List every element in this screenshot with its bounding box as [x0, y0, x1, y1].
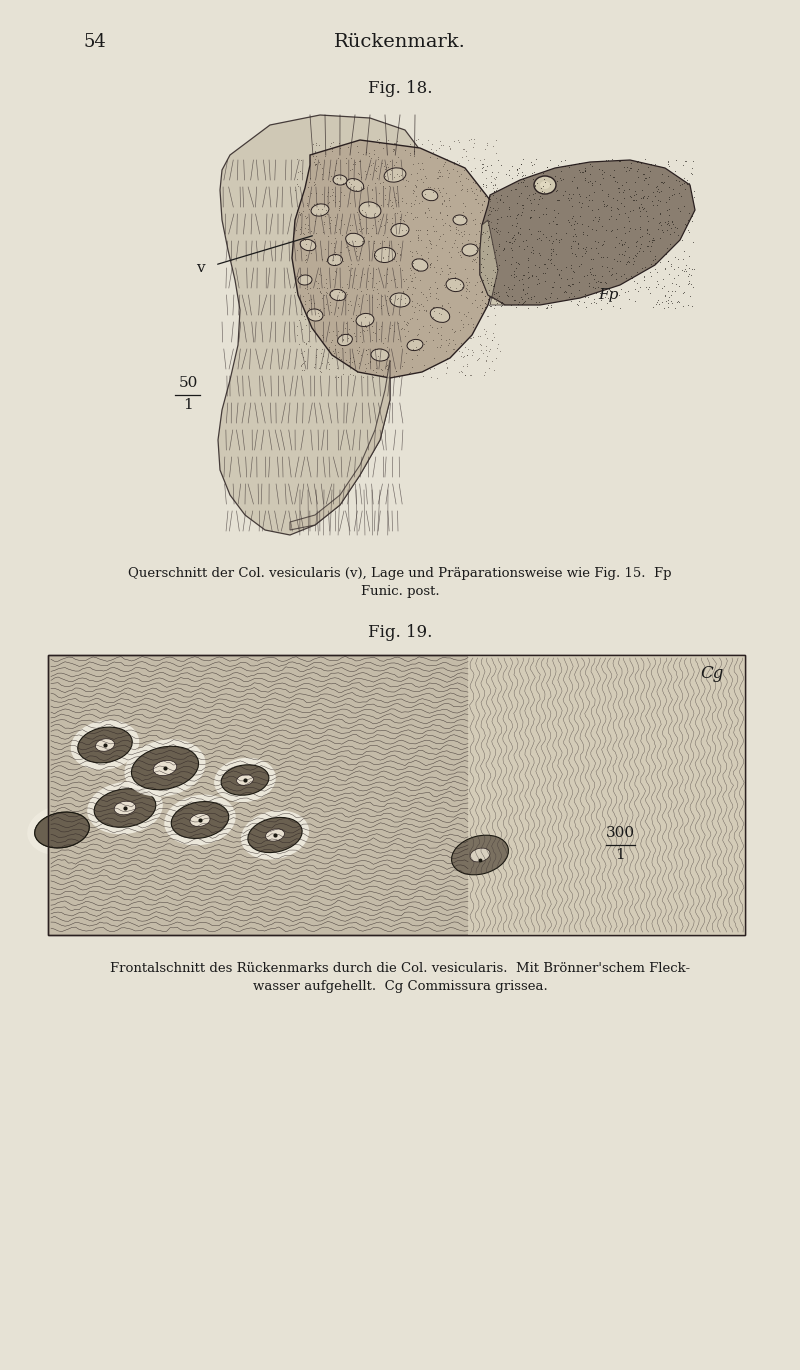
Ellipse shape [534, 175, 556, 195]
Ellipse shape [327, 255, 342, 266]
Text: v: v [196, 262, 205, 275]
Ellipse shape [298, 275, 312, 285]
Ellipse shape [125, 740, 206, 797]
Text: Fp: Fp [598, 288, 618, 301]
Text: Cg: Cg [700, 664, 723, 682]
Ellipse shape [330, 289, 346, 300]
Ellipse shape [87, 782, 163, 834]
Text: 300: 300 [606, 826, 634, 840]
Ellipse shape [462, 244, 478, 256]
Ellipse shape [307, 308, 323, 321]
Text: 50: 50 [178, 375, 198, 390]
Ellipse shape [338, 334, 352, 345]
Ellipse shape [333, 175, 347, 185]
Text: Fig. 18.: Fig. 18. [368, 79, 432, 96]
Ellipse shape [214, 758, 276, 803]
Ellipse shape [221, 764, 269, 795]
Bar [468, 655, 745, 934]
Ellipse shape [241, 811, 309, 859]
Ellipse shape [131, 747, 198, 789]
Ellipse shape [114, 801, 136, 815]
Bar [48, 655, 745, 934]
Text: 1: 1 [183, 399, 193, 412]
Polygon shape [480, 160, 695, 306]
Bar [48, 655, 745, 934]
Polygon shape [480, 221, 505, 306]
Ellipse shape [451, 836, 509, 875]
Ellipse shape [95, 738, 114, 751]
Polygon shape [292, 140, 500, 378]
Ellipse shape [311, 204, 329, 216]
Ellipse shape [384, 169, 406, 182]
Ellipse shape [78, 727, 132, 763]
Text: 54: 54 [84, 33, 106, 51]
Text: Funic. post.: Funic. post. [361, 585, 439, 597]
Text: wasser aufgehellt.  Cg Commissura grissea.: wasser aufgehellt. Cg Commissura grissea… [253, 980, 547, 992]
Text: Fig. 19.: Fig. 19. [368, 623, 432, 641]
Ellipse shape [391, 223, 409, 237]
Ellipse shape [154, 760, 177, 775]
Ellipse shape [371, 349, 389, 362]
Ellipse shape [422, 189, 438, 200]
Ellipse shape [412, 259, 428, 271]
Polygon shape [290, 360, 390, 530]
Ellipse shape [248, 818, 302, 852]
Ellipse shape [27, 804, 97, 855]
Ellipse shape [346, 233, 364, 247]
Ellipse shape [266, 829, 285, 841]
Text: Querschnitt der Col. vesicularis (v), Lage und Präparationsweise wie Fig. 15.  F: Querschnitt der Col. vesicularis (v), La… [128, 567, 672, 580]
Ellipse shape [171, 801, 229, 838]
Ellipse shape [430, 308, 450, 322]
Ellipse shape [34, 812, 90, 848]
Ellipse shape [446, 278, 464, 292]
Ellipse shape [164, 795, 236, 845]
Text: 1: 1 [615, 848, 625, 862]
Ellipse shape [237, 774, 254, 785]
Text: Rückenmark.: Rückenmark. [334, 33, 466, 51]
Ellipse shape [70, 721, 139, 770]
Ellipse shape [390, 293, 410, 307]
Text: Frontalschnitt des Rückenmarks durch die Col. vesicularis.  Mit Brönner'schem Fl: Frontalschnitt des Rückenmarks durch die… [110, 962, 690, 974]
Ellipse shape [94, 789, 156, 827]
Ellipse shape [540, 181, 550, 189]
Ellipse shape [470, 848, 490, 862]
Ellipse shape [346, 178, 364, 192]
Ellipse shape [453, 215, 467, 225]
Ellipse shape [356, 314, 374, 326]
Ellipse shape [190, 814, 210, 826]
Ellipse shape [300, 240, 316, 251]
Ellipse shape [407, 340, 423, 351]
Ellipse shape [374, 248, 395, 263]
Ellipse shape [359, 201, 381, 218]
Polygon shape [218, 115, 420, 536]
